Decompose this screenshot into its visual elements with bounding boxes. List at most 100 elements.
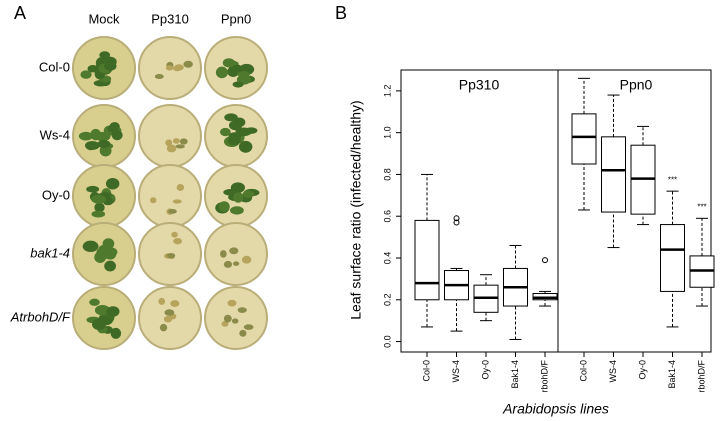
x-tick-label: Bak1-4 — [667, 360, 677, 389]
y-tick-label: 0.2 — [382, 294, 392, 307]
leaf — [165, 65, 174, 71]
leaf — [92, 318, 106, 330]
leaf — [171, 231, 178, 238]
leaf — [220, 250, 227, 258]
leaf — [166, 144, 177, 153]
y-tick-label: 1.0 — [382, 126, 392, 139]
leaf — [222, 58, 236, 68]
leaf — [166, 252, 176, 259]
leaf — [159, 323, 168, 332]
leaf — [231, 64, 243, 73]
leaf — [85, 142, 97, 151]
leaf — [94, 202, 105, 213]
annotation: *** — [697, 202, 706, 211]
y-tick-label: 1.2 — [382, 85, 392, 98]
leaf — [172, 199, 182, 204]
leaf — [223, 314, 232, 323]
leaf — [215, 66, 228, 79]
leaf — [97, 140, 111, 149]
leaf — [89, 298, 100, 306]
leaf — [241, 255, 252, 264]
column-header: Pp310 — [151, 11, 189, 26]
x-axis-label: Arabidopsis lines — [502, 401, 609, 417]
y-tick-label: 0.8 — [382, 168, 392, 181]
leaf — [91, 210, 106, 218]
plate — [204, 286, 268, 350]
leaf — [223, 260, 233, 268]
leaf — [97, 132, 110, 140]
leaf — [158, 297, 166, 305]
box — [601, 136, 626, 213]
row-label: AtrbohD/F — [10, 309, 71, 324]
x-tick-label: Bak1-4 — [510, 360, 520, 389]
leaf — [173, 237, 182, 245]
leaf — [106, 306, 120, 317]
leaf — [78, 131, 93, 141]
leaf — [242, 190, 255, 199]
leaf — [172, 138, 180, 144]
leaf — [176, 183, 185, 191]
panel-label: A — [14, 3, 26, 23]
leaf — [102, 238, 115, 250]
plate — [204, 222, 268, 286]
leaf — [231, 318, 239, 324]
panel-label: B — [335, 3, 347, 23]
leaf — [219, 127, 231, 137]
x-tick-label: Oy-0 — [480, 360, 490, 380]
leaf — [105, 177, 120, 190]
box — [571, 113, 597, 165]
box — [660, 224, 685, 292]
leaf — [170, 300, 180, 307]
leaf — [104, 260, 116, 272]
plate — [138, 104, 202, 168]
leaf — [239, 329, 247, 337]
x-tick-label: WS-4 — [608, 360, 618, 383]
x-tick-label: rbohD/F — [696, 360, 706, 393]
leaf — [165, 139, 173, 147]
outlier — [542, 257, 548, 264]
x-tick-label: Oy-0 — [637, 360, 647, 380]
outlier — [453, 215, 460, 222]
facet-title: Pp310 — [459, 77, 500, 93]
leaf — [221, 320, 229, 327]
leaf — [232, 261, 240, 266]
box — [414, 219, 440, 301]
leaf — [94, 305, 111, 316]
plate — [138, 164, 202, 228]
row-label: Oy-0 — [42, 187, 70, 202]
leaf — [224, 113, 238, 122]
leaf — [232, 81, 244, 88]
row-label: bak1-4 — [30, 245, 70, 260]
column-header: Mock — [88, 11, 120, 26]
leaf — [175, 144, 185, 149]
leaf — [179, 138, 188, 145]
x-tick-label: Col-0 — [421, 360, 431, 382]
column-header: Ppn0 — [221, 11, 251, 26]
leaf — [110, 327, 122, 339]
plot-frame — [400, 69, 712, 353]
leaf — [183, 60, 193, 68]
leaf — [102, 56, 116, 65]
x-tick-label: Col-0 — [578, 360, 588, 382]
leaf — [229, 247, 239, 255]
y-tick-label: 0.0 — [382, 335, 392, 348]
y-axis-label: Leaf surface ratio (infected/healthy) — [348, 100, 364, 319]
leaf — [164, 309, 175, 316]
leaf — [82, 240, 99, 253]
leaf — [237, 71, 250, 78]
x-tick-label: rbohD/F — [539, 360, 549, 393]
leaf — [91, 194, 107, 204]
leaf — [218, 201, 230, 212]
leaf — [243, 324, 254, 330]
leaf — [111, 130, 123, 141]
leaf — [238, 140, 253, 153]
leaf — [107, 125, 119, 133]
leaf — [154, 73, 164, 80]
leaf — [228, 120, 243, 131]
x-tick-label: WS-4 — [451, 360, 461, 383]
leaf — [233, 192, 244, 203]
row-label: Col-0 — [39, 59, 70, 74]
leaf — [237, 307, 247, 313]
y-tick-label: 0.6 — [382, 210, 392, 223]
